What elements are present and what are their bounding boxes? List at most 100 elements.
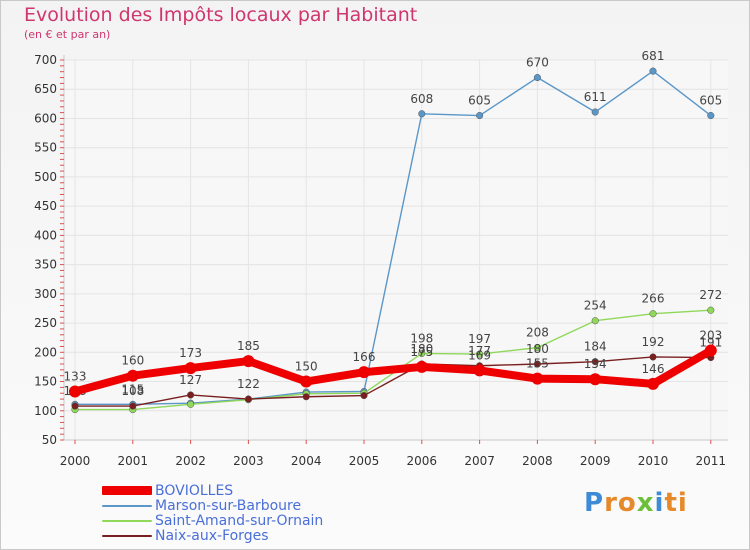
y-tick-label: 550 <box>34 141 57 155</box>
data-point <box>531 372 544 385</box>
legend-label: Naix-aux-Forges <box>155 527 269 544</box>
x-tick-label: 2007 <box>464 454 495 468</box>
x-tick-label: 2005 <box>349 454 380 468</box>
data-point <box>476 111 484 120</box>
data-point <box>589 373 602 386</box>
y-tick-label: 650 <box>34 82 57 96</box>
data-label: 154 <box>584 357 607 371</box>
data-label: 177 <box>468 344 491 358</box>
data-label: 150 <box>295 360 318 374</box>
data-point <box>187 391 195 399</box>
data-label: 115 <box>121 382 144 396</box>
data-label: 180 <box>410 342 433 356</box>
data-point <box>591 108 599 116</box>
data-point <box>591 358 599 366</box>
data-label: 605 <box>468 94 491 108</box>
legend-item-saint-amand: Saint-Amand-sur-Ornain <box>102 513 323 528</box>
y-tick-label: 500 <box>34 170 57 184</box>
y-tick-label: 50 <box>42 433 57 447</box>
data-label: 197 <box>468 332 491 346</box>
data-label: 185 <box>237 339 260 353</box>
legend-swatch <box>102 534 152 537</box>
data-label: 198 <box>410 331 433 345</box>
y-tick-label: 400 <box>34 228 57 242</box>
data-point <box>533 73 541 82</box>
y-tick-label: 250 <box>34 316 57 330</box>
y-tick-label: 600 <box>34 111 57 125</box>
data-point <box>126 369 139 382</box>
logo-letter: x <box>636 488 655 518</box>
y-tick-label: 450 <box>34 199 57 213</box>
data-point <box>533 344 541 352</box>
y-tick-label: 300 <box>34 287 57 301</box>
data-point <box>358 366 370 379</box>
data-label: 184 <box>584 340 607 354</box>
data-point <box>129 402 137 410</box>
legend-swatch <box>102 504 152 507</box>
data-label: 611 <box>584 90 607 104</box>
data-label: 169 <box>468 348 491 362</box>
y-tick-label: 200 <box>34 345 57 359</box>
logo-letter: P <box>584 488 605 518</box>
logo-letter: r <box>604 488 618 518</box>
data-label: 272 <box>699 288 722 302</box>
data-label: 254 <box>584 299 607 313</box>
data-point <box>473 364 486 377</box>
x-tick-label: 2009 <box>580 454 611 468</box>
data-label: 173 <box>179 346 202 360</box>
data-label: 166 <box>353 350 376 364</box>
legend-label: BOVIOLLES <box>155 482 234 499</box>
legend: BOVIOLLES Marson-sur-Barboure Saint-Aman… <box>102 483 323 543</box>
plot-area <box>64 60 728 440</box>
data-point <box>707 111 715 120</box>
series-line <box>71 346 715 396</box>
data-point <box>71 402 79 410</box>
data-point <box>302 393 310 401</box>
x-tick-label: 2004 <box>291 454 322 468</box>
x-tick-label: 2010 <box>638 454 669 468</box>
chart-subtitle: (en € et par an) <box>24 28 111 41</box>
data-label: 175 <box>410 345 433 359</box>
legend-swatch <box>102 519 152 522</box>
data-label: 122 <box>237 377 260 391</box>
x-tick-label: 2003 <box>233 454 264 468</box>
data-label: 208 <box>526 326 549 340</box>
chart-title: Evolution des Impôts locaux par Habitant <box>24 4 418 26</box>
y-tick-label: 150 <box>34 375 57 389</box>
x-tick-label: 2008 <box>522 454 553 468</box>
data-point <box>649 67 657 75</box>
x-tick-label: 2006 <box>407 454 438 468</box>
series-line <box>74 356 712 407</box>
logo-letter: i <box>654 488 665 518</box>
data-label: 608 <box>410 92 433 106</box>
data-label: 670 <box>526 56 549 70</box>
data-point <box>591 317 599 325</box>
series-line <box>74 70 712 406</box>
data-point <box>69 385 81 398</box>
data-point <box>647 377 659 390</box>
data-label: 191 <box>699 336 722 350</box>
data-point <box>649 310 657 318</box>
data-label: 681 <box>642 49 665 63</box>
legend-label: Marson-sur-Barboure <box>155 497 302 514</box>
data-label: 192 <box>642 335 665 349</box>
data-label: 266 <box>642 292 665 306</box>
data-label: 146 <box>642 362 665 376</box>
data-label: 605 <box>699 94 722 108</box>
y-tick-label: 700 <box>34 53 57 67</box>
data-point <box>418 349 426 358</box>
data-point <box>244 395 252 403</box>
data-point <box>704 344 717 357</box>
x-tick-label: 2000 <box>60 454 91 468</box>
data-label: 160 <box>121 354 144 368</box>
data-point <box>418 110 426 118</box>
legend-item-boviolles: BOVIOLLES <box>102 483 323 498</box>
legend-item-naix: Naix-aux-Forges <box>102 528 323 543</box>
data-label: 108 <box>121 384 144 398</box>
data-point <box>360 392 368 400</box>
proxiti-logo: Proxiti <box>584 488 688 518</box>
data-label: 133 <box>64 369 87 383</box>
data-label: 127 <box>179 373 202 387</box>
data-point <box>300 375 313 388</box>
